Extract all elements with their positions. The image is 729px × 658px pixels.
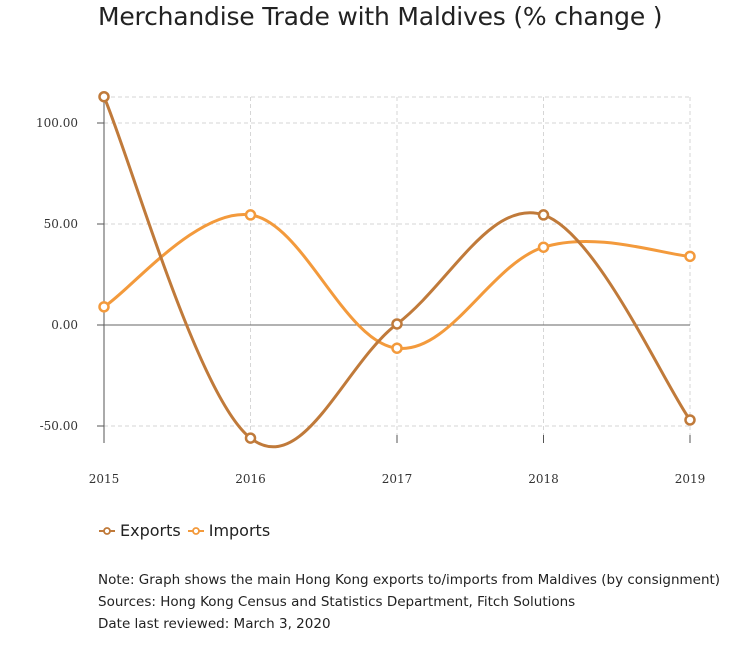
data-point-exports [244, 432, 257, 444]
data-point-exports [391, 318, 403, 330]
data-point-imports [684, 250, 696, 263]
notes: Note: Graph shows the main Hong Kong exp… [98, 569, 720, 635]
data-point-imports [537, 241, 550, 253]
y-tick-label: 0.00 [51, 318, 78, 332]
x-tick-label: 2016 [235, 472, 266, 486]
y-tick-label: 100.00 [36, 116, 78, 130]
x-tick-label: 2015 [89, 472, 120, 486]
data-point-exports [537, 209, 550, 221]
x-tick-label: 2018 [528, 472, 559, 486]
grid [104, 96, 691, 443]
data-point-exports [684, 414, 696, 426]
x-tick-labels: 2015 2016 2017 2018 2019 [89, 472, 706, 486]
legend-swatch-imports [187, 526, 204, 535]
data-point-imports [98, 301, 110, 313]
y-tick-labels: 100.00 50.00 0.00 -50.00 [36, 116, 78, 433]
legend-label-imports: Imports [208, 521, 271, 540]
x-tick-label: 2019 [675, 472, 706, 486]
x-tick-label: 2017 [382, 472, 413, 486]
legend-item-imports[interactable]: Imports [187, 521, 270, 540]
data-point-imports [391, 342, 403, 354]
legend-label-exports: Exports [120, 521, 181, 540]
chart-title: Merchandise Trade with Maldives (% chang… [98, 2, 663, 31]
legend-swatch-exports [99, 526, 115, 535]
series-points [98, 90, 696, 444]
legend-item-exports[interactable]: Exports [98, 521, 181, 540]
legend: Exports Imports [98, 521, 276, 540]
series-line-exports [102, 95, 692, 449]
date-reviewed-text: Date last reviewed: March 3, 2020 [98, 616, 331, 632]
note-text: Note: Graph shows the main Hong Kong exp… [98, 572, 721, 588]
data-point-imports [244, 209, 257, 221]
y-tick-label: 50.00 [44, 217, 78, 231]
data-point-exports [98, 90, 110, 103]
sources-text: Sources: Hong Kong Census and Statistics… [98, 594, 576, 610]
y-tick-label: -50.00 [40, 419, 78, 433]
